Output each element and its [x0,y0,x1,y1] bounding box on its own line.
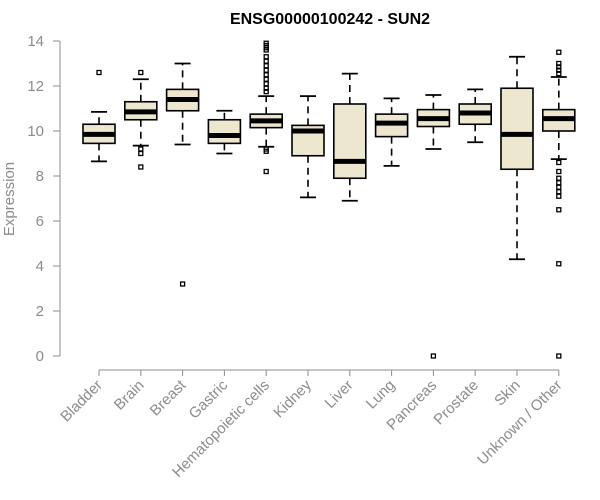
outlier-point [556,49,562,55]
outlier-point [556,168,562,175]
outlier-point [263,76,269,82]
outlier-point [556,261,562,267]
outlier-point [263,54,269,60]
outlier-point [138,164,144,170]
outlier-point [556,70,562,77]
box-breast [165,62,200,287]
box-skin [500,55,534,261]
outlier-point [556,189,562,195]
x-tick-label: Lung [363,377,399,413]
iqr-box [207,118,242,145]
outlier-point [96,69,102,76]
x-tick-label: Brain [111,377,148,414]
x-tick-label: Skin [491,377,524,410]
outlier-point [556,180,562,186]
y-tick-label: 6 [36,213,44,230]
box-hematopoietic-cells [249,40,283,175]
box-prostate [458,88,493,144]
outlier-point [263,168,269,175]
box-bladder [82,69,116,163]
outlier-point [263,81,269,87]
outlier-point [556,193,562,199]
outlier-point [556,175,562,181]
outlier-point [263,63,269,69]
y-tick-label: 8 [36,168,44,185]
y-axis-label: Expression [1,162,18,236]
box-kidney [291,95,325,199]
box-liver [332,72,367,202]
box-pancreas [416,94,451,359]
outlier-point [430,353,437,359]
y-tick-label: 12 [27,78,44,95]
box-lung [374,97,409,167]
outlier-point [138,69,144,76]
y-tick-label: 14 [27,33,44,50]
box-gastric [207,109,242,155]
y-tick-label: 0 [36,348,44,365]
outlier-point [556,184,562,190]
x-tick-label: Breast [147,376,190,419]
y-axis: 0 2 4 6 8 10 12 14 [27,33,61,365]
outlier-point [263,148,269,154]
outlier-point [138,146,144,152]
outlier-point [556,159,562,166]
x-tick-label: Liver [322,377,357,412]
y-tick-label: 4 [36,258,44,275]
outlier-point [263,67,269,73]
outlier-point [263,88,269,95]
box-unknown-other [541,49,576,359]
x-tick-label: Bladder [57,377,106,426]
y-tick-label: 10 [27,123,44,140]
outlier-point [179,281,186,287]
iqr-box [500,87,534,171]
x-tick-label: Prostate [430,377,482,429]
outlier-point [263,72,269,78]
outlier-point [556,353,562,359]
outlier-point [556,207,562,213]
outlier-point [263,58,269,64]
y-tick-label: 2 [36,303,44,320]
plot-area [82,40,576,359]
outlier-point [263,47,269,53]
outlier-point [138,150,144,157]
x-tick-label: Kidney [270,376,315,421]
box-brain [124,69,158,170]
chart-title: ENSG00000100242 - SUN2 [230,11,430,28]
iqr-box [332,103,367,180]
